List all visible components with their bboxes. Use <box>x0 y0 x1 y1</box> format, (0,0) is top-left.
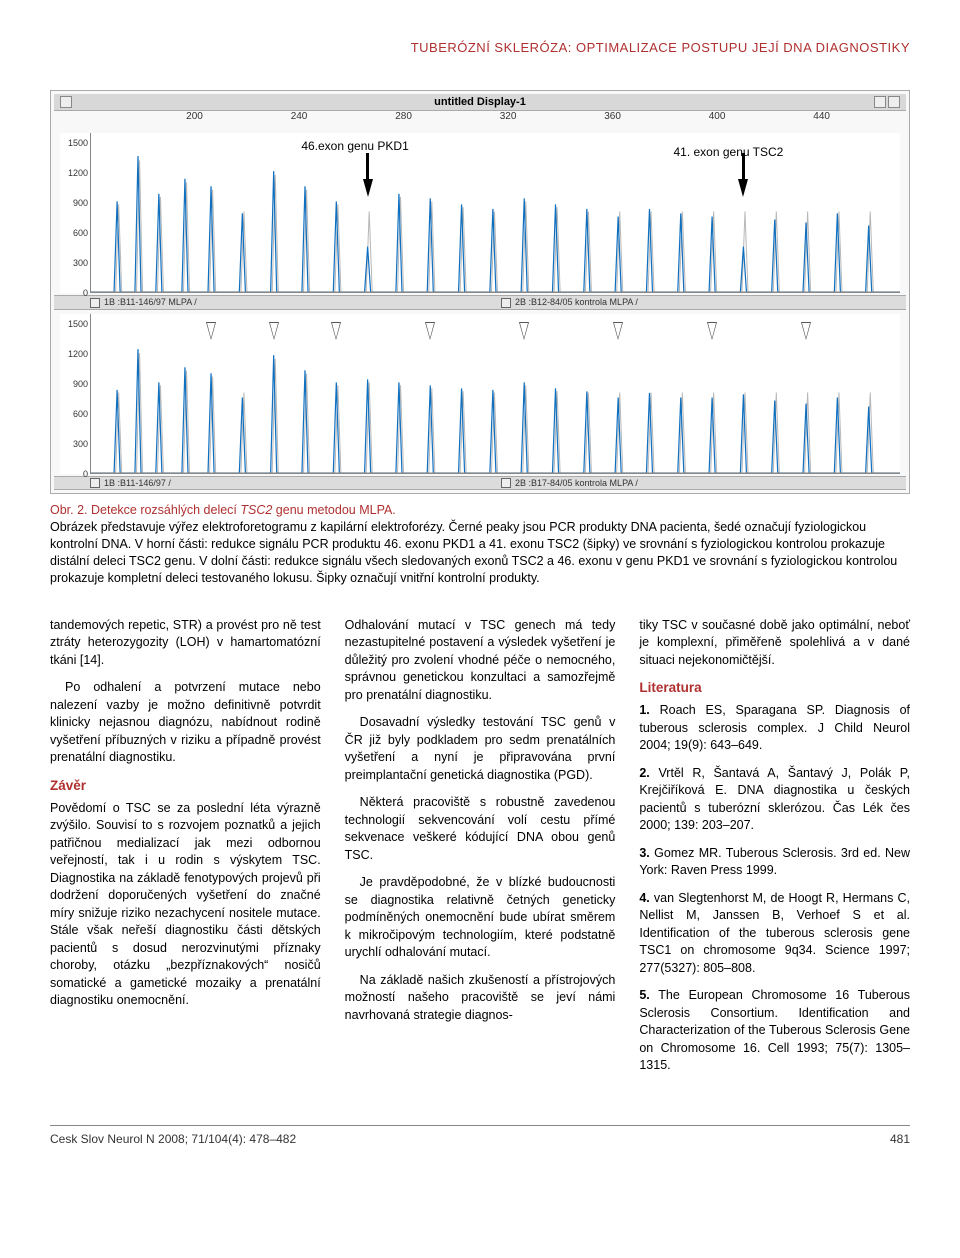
sep-top-left-label: 1B :B11-146/97 MLPA / <box>104 297 197 307</box>
figure-top-yaxis: 030060090012001500 <box>60 133 90 293</box>
sep-bot-right-label: 2B :B17-84/05 kontrola MLPA / <box>515 478 638 488</box>
reference-4: 4. van Slegtenhorst M, de Hoogt R, Herma… <box>639 890 910 978</box>
col2-p4: Je pravděpodobné, že v blízké budoucnost… <box>345 874 616 962</box>
figure-window-title: untitled Display-1 <box>100 96 860 108</box>
ref3-text: Gomez MR. Tuberous Sclerosis. 3rd ed. Ne… <box>639 846 910 878</box>
arrow-down-outline-icon <box>519 322 529 340</box>
col2-p3: Některá pracoviště s robustně zavedenou … <box>345 794 616 864</box>
reference-3: 3. Gomez MR. Tuberous Sclerosis. 3rd ed.… <box>639 845 910 880</box>
arrow-down-outline-icon <box>206 322 216 340</box>
arrow-down-outline-icon <box>613 322 623 340</box>
footer-citation: Cesk Slov Neurol N 2008; 71/104(4): 478–… <box>50 1132 296 1146</box>
reference-1: 1. Roach ES, Sparagana SP. Diagnosis of … <box>639 702 910 755</box>
figure-panel-sep-bottom: 1B :B11-146/97 / 2B :B17-84/05 kontrola … <box>54 476 906 491</box>
arrow-down-icon <box>363 179 373 197</box>
figure-xaxis: 200240280320360400440 <box>90 111 900 129</box>
col1-p1: tandemových repetic, STR) a provést pro … <box>50 617 321 670</box>
column-1: tandemových repetic, STR) a provést pro … <box>50 617 321 1085</box>
caption-body: Obrázek představuje výřez elektroforetog… <box>50 520 897 585</box>
col3-p1: tiky TSC v současné době jako optimální,… <box>639 617 910 670</box>
col2-p1: Odhalování mutací v TSC genech má tedy n… <box>345 617 616 705</box>
column-2: Odhalování mutací v TSC genech má tedy n… <box>345 617 616 1085</box>
caption-title-suffix: genu metodou MLPA. <box>272 503 395 517</box>
reference-2: 2. Vrtěl R, Šantavá A, Šantavý J, Polák … <box>639 765 910 835</box>
figure-bottom-plot <box>90 314 900 474</box>
figure-top-plot: 46.exon genu PKD1 41. exon genu TSC2 <box>90 133 900 293</box>
sep-bot-left-label: 1B :B11-146/97 / <box>104 478 171 488</box>
annot-pkd1-exon46: 46.exon genu PKD1 <box>301 139 408 153</box>
figure-bottom-yaxis: 030060090012001500 <box>60 314 90 474</box>
column-3: tiky TSC v současné době jako optimální,… <box>639 617 910 1085</box>
text-columns: tandemových repetic, STR) a provést pro … <box>50 617 910 1085</box>
window-zoom-icon <box>874 96 886 108</box>
annot-tsc2-exon41: 41. exon genu TSC2 <box>673 145 783 159</box>
figure-panel-sep-top: 1B :B11-146/97 MLPA / 2B :B12-84/05 kont… <box>54 295 906 310</box>
caption-title-prefix: Obr. 2. Detekce rozsáhlých delecí <box>50 503 240 517</box>
col2-p5: Na základě našich zkušeností a přístrojo… <box>345 972 616 1025</box>
reference-5: 5. The European Chromosome 16 Tuberous S… <box>639 987 910 1075</box>
ref2-text: Vrtěl R, Šantavá A, Šantavý J, Polák P, … <box>639 766 910 833</box>
arrow-solid-stem <box>366 153 369 181</box>
arrow-solid-stem <box>742 153 745 181</box>
col1-p2: Po odhalení a potvrzení mutace nebo nale… <box>50 679 321 767</box>
col2-p2: Dosavadní výsledky testování TSC genů v … <box>345 714 616 784</box>
ref4-text: van Slegtenhorst M, de Hoogt R, Hermans … <box>639 891 910 975</box>
footer-page-number: 481 <box>890 1132 910 1146</box>
window-min-icon <box>888 96 900 108</box>
col1-p3: Povědomí o TSC se za poslední léta výraz… <box>50 800 321 1010</box>
arrow-down-outline-icon <box>425 322 435 340</box>
arrow-down-icon <box>738 179 748 197</box>
section-head-zaver: Závěr <box>50 777 321 796</box>
caption-title-gene: TSC2 <box>240 503 272 517</box>
ref1-text: Roach ES, Sparagana SP. Diagnosis of tub… <box>639 703 910 752</box>
sep-top-right-label: 2B :B12-84/05 kontrola MLPA / <box>515 297 638 307</box>
page-footer: Cesk Slov Neurol N 2008; 71/104(4): 478–… <box>50 1125 910 1146</box>
figure-caption: Obr. 2. Detekce rozsáhlých delecí TSC2 g… <box>50 502 910 586</box>
figure-bottom-panel: 030060090012001500 <box>60 314 900 474</box>
section-head-literatura: Literatura <box>639 679 910 698</box>
ref5-text: The European Chromosome 16 Tuberous Scle… <box>639 988 910 1072</box>
arrow-down-outline-icon <box>269 322 279 340</box>
figure-window-titlebar: untitled Display-1 <box>54 94 906 111</box>
running-head: TUBERÓZNÍ SKLERÓZA: OPTIMALIZACE POSTUPU… <box>50 40 910 55</box>
arrow-down-outline-icon <box>801 322 811 340</box>
arrow-down-outline-icon <box>707 322 717 340</box>
figure-electropherogram: untitled Display-1 200240280320360400440… <box>50 90 910 494</box>
caption-title: Obr. 2. Detekce rozsáhlých delecí TSC2 g… <box>50 503 396 517</box>
window-close-icon <box>60 96 72 108</box>
arrow-down-outline-icon <box>331 322 341 340</box>
figure-top-panel: 030060090012001500 46.exon genu PKD1 41.… <box>60 133 900 293</box>
